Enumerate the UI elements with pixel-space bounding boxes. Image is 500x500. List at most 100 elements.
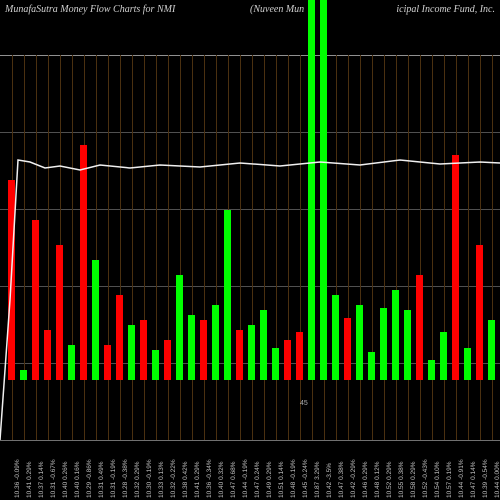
bar-down [476, 245, 483, 380]
chart-title: MunafaSutra Money Flow Charts for NMI (N… [0, 4, 500, 24]
x-axis-label: 10.40 0.16% [74, 461, 81, 498]
grid-line-vertical [468, 55, 469, 440]
bar-down [296, 332, 303, 380]
x-axis-label: 10.44 0.00% [494, 461, 500, 498]
grid-line-vertical [396, 55, 397, 440]
x-axis-label: 10.32 -0.22% [170, 459, 177, 498]
center-label: 45 [300, 400, 308, 407]
grid-line-vertical [96, 55, 97, 440]
x-axis-label: 10.42 -0.29% [350, 459, 357, 498]
grid-line-vertical [408, 55, 409, 440]
x-axis-label: 10.87 3.29% [314, 461, 321, 498]
bar-up [272, 348, 279, 380]
x-axis-label: 10.44 -0.91% [458, 459, 465, 498]
title-mid: (Nuveen Mun [250, 4, 304, 15]
x-axis-label: 10.48 -0.19% [290, 459, 297, 498]
x-axis-label: 10.52 0.29% [386, 461, 393, 498]
bar-up [152, 350, 159, 380]
grid-line-vertical [348, 55, 349, 440]
grid-line-vertical [156, 55, 157, 440]
bar-down [236, 330, 243, 380]
x-axis-label: 10.29 -0.86% [86, 459, 93, 498]
grid-line-vertical [204, 55, 205, 440]
bar-down [44, 330, 51, 380]
x-axis-label: 10.54 0.10% [434, 461, 441, 498]
bar-up [176, 275, 183, 380]
x-axis-label: 10.49 0.29% [266, 461, 273, 498]
x-axis-label: 10.47 0.24% [254, 461, 261, 498]
x-axis-labels: 10.36 -0.09%10.41 0.29%10.37 0.14%10.31 … [0, 440, 500, 500]
x-axis-label: 10.40 0.26% [62, 461, 69, 498]
x-axis-label: 10.46 0.29% [362, 461, 369, 498]
grid-line-vertical [180, 55, 181, 440]
grid-line-vertical [48, 55, 49, 440]
grid-line-horizontal [0, 286, 500, 287]
grid-line-vertical [276, 55, 277, 440]
bar-down [32, 220, 39, 380]
x-axis-label: 10.33 0.13% [158, 461, 165, 498]
title-right: icipal Income Fund, Inc. [396, 4, 495, 15]
x-axis-label: 10.31 -0.67% [50, 459, 57, 498]
grid-line-vertical [264, 55, 265, 440]
x-axis-label: 10.41 0.29% [194, 461, 201, 498]
x-axis-label: 10.36 -0.34% [206, 459, 213, 498]
bar-down [80, 145, 87, 380]
x-axis-label: 10.51 0.14% [278, 461, 285, 498]
bar-up [368, 352, 375, 380]
plot-area [0, 0, 500, 440]
bar-up [308, 0, 315, 380]
x-axis-label: 10.38 0.42% [182, 461, 189, 498]
bar-up [224, 210, 231, 380]
x-axis-label: 10.47 0.14% [470, 461, 477, 498]
bar-down [164, 340, 171, 380]
bar-down [416, 275, 423, 380]
x-axis-label: 10.39 -0.54% [482, 459, 489, 498]
x-axis-label: 10.48 0.12% [374, 461, 381, 498]
bar-up [260, 310, 267, 380]
grid-line-horizontal [0, 55, 500, 56]
bar-up [128, 325, 135, 380]
bar-up [92, 260, 99, 380]
bar-down [284, 340, 291, 380]
x-axis-label: 10.58 0.29% [410, 461, 417, 498]
grid-line-vertical [360, 55, 361, 440]
grid-line-vertical [432, 55, 433, 440]
bar-up [488, 320, 495, 380]
bar-down [104, 345, 111, 380]
bar-up [320, 0, 327, 380]
bar-up [464, 348, 471, 380]
x-axis-label: 10.47 0.68% [230, 461, 237, 498]
bar-up [404, 310, 411, 380]
bar-up [440, 332, 447, 380]
x-axis-label: 10.32 0.29% [134, 461, 141, 498]
grid-line-vertical [384, 55, 385, 440]
price-line [0, 0, 500, 500]
x-axis-label: 10.42 -3.5% [326, 463, 333, 498]
x-axis-label: 10.28 -0.38% [122, 459, 129, 498]
bar-up [188, 315, 195, 380]
grid-line-vertical [444, 55, 445, 440]
money-flow-chart: MunafaSutra Money Flow Charts for NMI (N… [0, 0, 500, 500]
bar-down [56, 245, 63, 380]
bar-up [356, 305, 363, 380]
bar-up [380, 308, 387, 380]
bar-down [140, 320, 147, 380]
x-axis-label: 10.45 -0.24% [302, 459, 309, 498]
x-axis-label: 10.52 -0.43% [422, 459, 429, 498]
x-axis-label: 10.36 -0.09% [14, 459, 21, 498]
grid-line-vertical [300, 55, 301, 440]
bar-up [428, 360, 435, 380]
x-axis-label: 10.47 0.38% [338, 461, 345, 498]
x-axis-label: 10.57 0.19% [446, 461, 453, 498]
grid-line-vertical [108, 55, 109, 440]
bar-up [20, 370, 27, 380]
grid-line-vertical [72, 55, 73, 440]
bar-down [8, 180, 15, 380]
bar-down [452, 155, 459, 380]
grid-line-vertical [24, 55, 25, 440]
bar-down [116, 295, 123, 380]
bar-up [392, 290, 399, 380]
x-axis-label: 10.55 0.38% [398, 461, 405, 498]
bar-up [68, 345, 75, 380]
grid-line-vertical [420, 55, 421, 440]
